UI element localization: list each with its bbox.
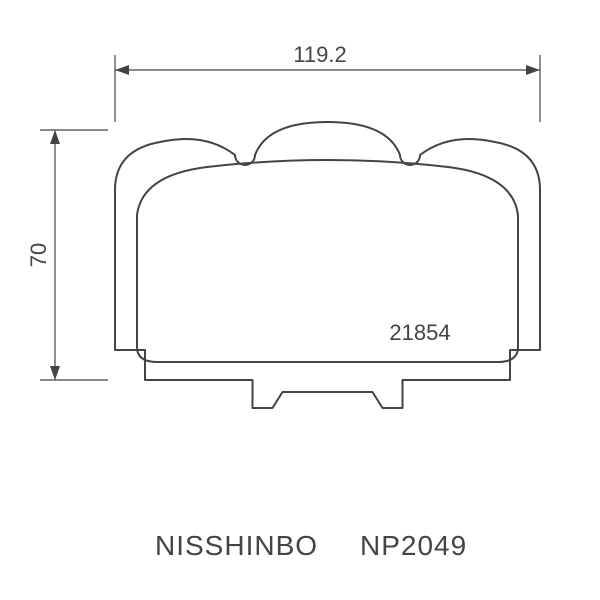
arrowhead-icon bbox=[115, 65, 129, 75]
stamp-number: 21854 bbox=[389, 320, 450, 345]
part-code: NP2049 bbox=[360, 530, 467, 562]
arrowhead-icon bbox=[50, 130, 60, 144]
pad-outer-outline bbox=[115, 122, 540, 408]
arrowhead-icon bbox=[50, 366, 60, 380]
brand-name: NISSHINBO bbox=[155, 530, 318, 562]
dim-width-label: 119.2 bbox=[293, 42, 346, 67]
dim-height-label: 70 bbox=[26, 243, 51, 267]
pad-inner-outline bbox=[137, 160, 518, 362]
diagram-stage: 119.2 70 21854 NISSHINBO NP2049 bbox=[0, 0, 600, 600]
arrowhead-icon bbox=[526, 65, 540, 75]
diagram-svg: 119.2 70 21854 bbox=[0, 0, 600, 600]
